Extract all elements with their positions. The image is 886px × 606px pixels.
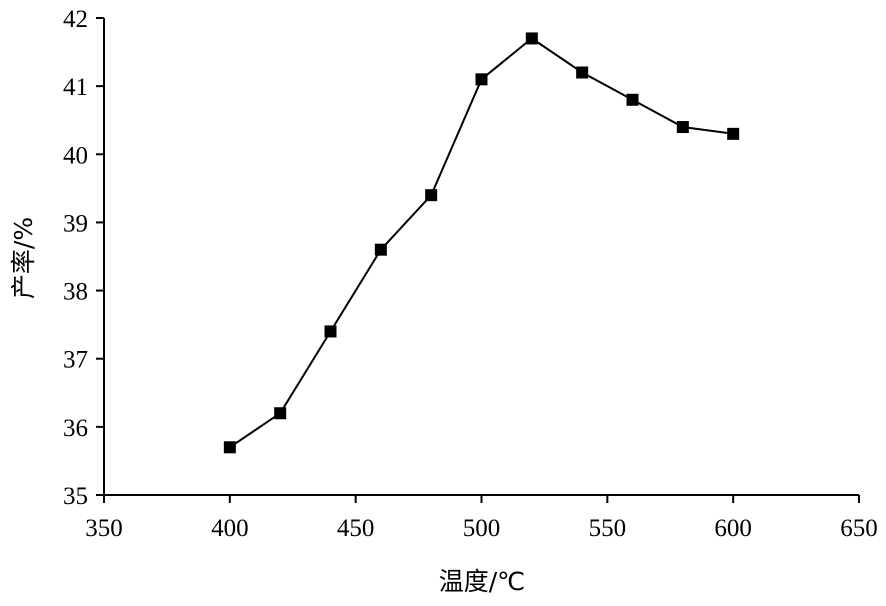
data-point-marker (274, 407, 287, 420)
y-tick-label: 39 (63, 210, 88, 237)
data-point-marker (324, 325, 337, 338)
y-tick-label: 35 (63, 483, 88, 510)
x-tick-label: 500 (463, 515, 501, 542)
x-tick-label: 350 (85, 515, 123, 542)
y-tick-label: 37 (63, 347, 88, 374)
data-point-marker (525, 32, 538, 45)
x-axis-ticks: 350 400 450 500 550 600 650 (85, 495, 878, 542)
data-point-marker (727, 127, 740, 140)
data-point-marker (425, 189, 438, 202)
y-tick-label: 38 (63, 279, 88, 306)
x-tick-label: 400 (211, 515, 249, 542)
data-point-marker (576, 66, 589, 79)
y-axis-ticks: 35 36 37 38 39 40 41 42 (63, 6, 104, 510)
y-tick-label: 36 (63, 415, 88, 442)
y-axis-title: 产率/% (9, 217, 38, 299)
x-tick-label: 450 (337, 515, 375, 542)
data-point-marker (676, 121, 689, 134)
axes: 350 400 450 500 550 600 650 35 36 37 38 39 40 41 42 (63, 6, 878, 542)
data-point-marker (626, 93, 639, 106)
data-point-marker (374, 243, 387, 256)
plot-area (223, 32, 740, 454)
y-tick-label: 41 (63, 74, 88, 101)
series-line (229, 37, 734, 449)
y-tick-label: 42 (63, 6, 88, 33)
x-axis-title: 温度/℃ (439, 567, 526, 596)
x-tick-label: 600 (714, 515, 752, 542)
y-tick-label: 40 (63, 142, 88, 169)
data-point-marker (475, 73, 488, 86)
data-point-marker (223, 441, 236, 454)
x-tick-label: 650 (840, 515, 878, 542)
x-tick-label: 550 (589, 515, 627, 542)
